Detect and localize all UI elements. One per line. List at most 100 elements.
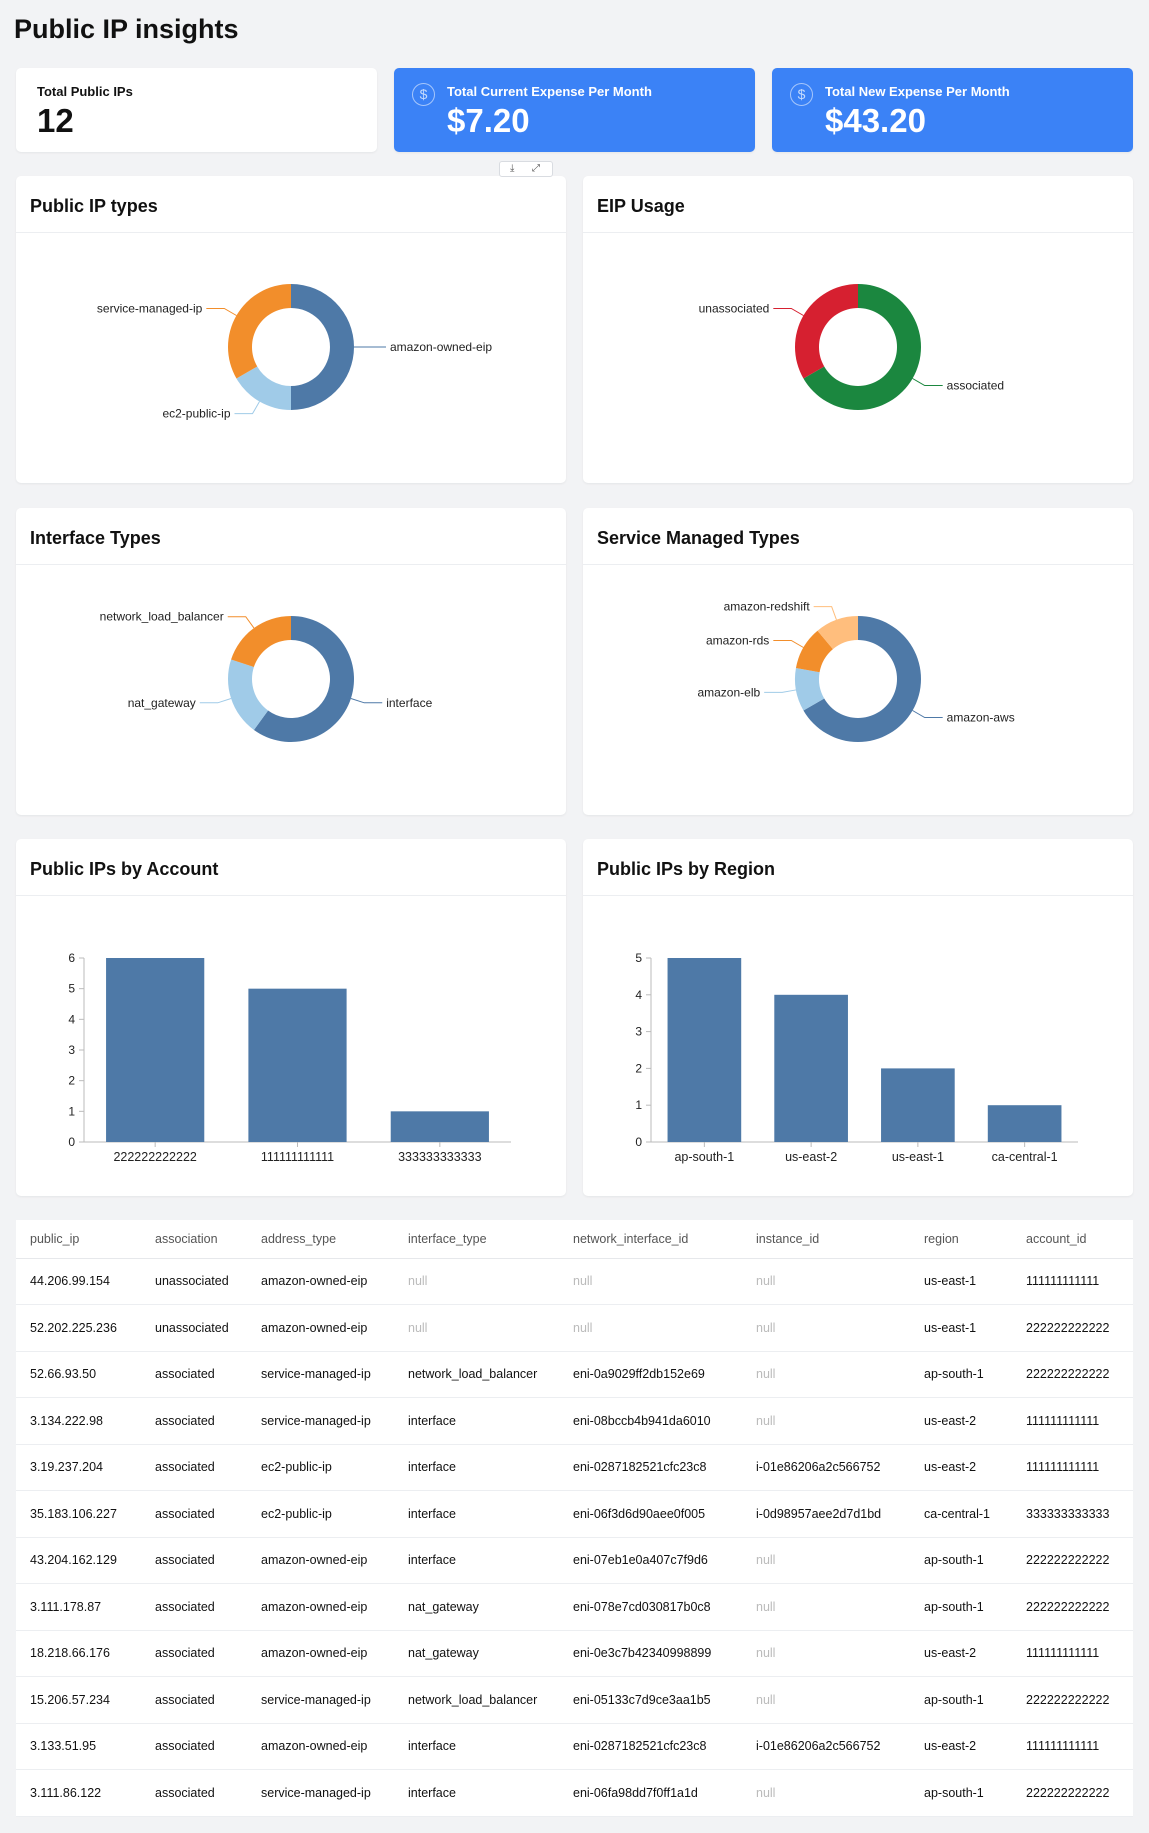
bar-333333333333[interactable] — [390, 1111, 489, 1142]
table-row[interactable]: 52.202.225.236 unassociated amazon-owned-e… — [16, 1304, 1133, 1352]
column-header-region[interactable]: region — [910, 1220, 1012, 1259]
cell-network-interface-id: eni-0287182521cfc23c8 — [559, 1444, 742, 1491]
column-header-public-ip[interactable]: public_ip — [16, 1220, 141, 1259]
table-row[interactable]: 3.134.222.98 associated service-managed-ip… — [16, 1397, 1133, 1445]
cell-region: us-east-2 — [910, 1630, 1012, 1677]
table-row[interactable]: 44.206.99.154 unassociated amazon-owned-ei… — [16, 1258, 1133, 1305]
bar-chart-by-account: 0 1 2 3 4 5 6 222222222222 111111111111 333333333… — [68, 951, 511, 1164]
panel-eip-usage: EIP Usage associated unassociated — [583, 176, 1133, 483]
leader-line-unassociated — [773, 308, 804, 316]
slice-service-managed-ip[interactable] — [227, 284, 291, 379]
currency-icon: $ — [412, 83, 435, 106]
slice-interface[interactable] — [253, 616, 355, 742]
cell-account-id: 111111111111 — [1012, 1723, 1133, 1770]
table-row[interactable]: 15.206.57.234 associated service-managed-i… — [16, 1676, 1133, 1724]
cell-network-interface-id: eni-0287182521cfc23c8 — [559, 1723, 742, 1770]
panel-title: Service Managed Types — [597, 528, 800, 548]
cell-instance-id: null — [742, 1583, 910, 1631]
cell-network-interface-id: eni-078e7cd030817b0c8 — [559, 1583, 742, 1631]
currency-icon: $ — [790, 83, 813, 106]
slice-label-amazon-redshift: amazon-redshift — [724, 600, 811, 614]
cell-network-interface-id: eni-07eb1e0a407c7f9d6 — [559, 1537, 742, 1584]
cell-association: associated — [141, 1537, 247, 1584]
kpi-value: 12 — [37, 102, 74, 139]
cell-public-ip: 43.204.162.129 — [16, 1537, 141, 1584]
cell-address-type: service-managed-ip — [247, 1769, 394, 1817]
panel-title: Public IP types — [30, 196, 158, 216]
cell-network-interface-id: eni-06f3d6d90aee0f005 — [559, 1490, 742, 1538]
bar-us-east-1[interactable] — [881, 1068, 955, 1142]
column-header-address-type[interactable]: address_type — [247, 1220, 394, 1259]
y-tick-label: 0 — [635, 1135, 642, 1149]
slice-ec2-public-ip[interactable] — [236, 366, 291, 411]
slice-associated[interactable] — [803, 284, 921, 410]
divider — [16, 232, 566, 233]
column-header-association[interactable]: association — [141, 1220, 247, 1259]
x-tick-label: us-east-1 — [892, 1150, 944, 1164]
table-row[interactable]: 18.218.66.176 associated amazon-owned-eip n… — [16, 1630, 1133, 1677]
cell-region: ca-central-1 — [910, 1490, 1012, 1538]
slice-amazon-rds[interactable] — [795, 630, 833, 673]
bar-222222222222[interactable] — [106, 958, 205, 1142]
cell-association: associated — [141, 1769, 247, 1817]
slice-amazon-redshift[interactable] — [817, 616, 858, 650]
table-row[interactable]: 52.66.93.50 associated service-managed-ip n… — [16, 1351, 1133, 1398]
cell-account-id: 111111111111 — [1012, 1258, 1133, 1305]
kpi-label: Total Current Expense Per Month — [447, 84, 652, 99]
cell-network-interface-id: null — [559, 1258, 742, 1305]
table-row[interactable]: 3.111.86.122 associated service-managed-ip… — [16, 1769, 1133, 1817]
kpi-label: Total Public IPs — [37, 84, 133, 99]
slice-label-unassociated: unassociated — [699, 302, 770, 316]
cell-account-id: 111111111111 — [1012, 1444, 1133, 1491]
cell-instance-id: null — [742, 1769, 910, 1817]
slice-amazon-elb[interactable] — [795, 668, 825, 711]
slice-amazon-owned-eip[interactable] — [291, 284, 354, 410]
column-header-interface-type[interactable]: interface_type — [394, 1220, 559, 1259]
donut-chart-ip-types: amazon-owned-eip ec2-public-ip service-man… — [97, 284, 492, 421]
slice-label-amazon-elb: amazon-elb — [697, 685, 760, 699]
cell-association: associated — [141, 1490, 247, 1538]
divider — [583, 895, 1133, 896]
slice-network-load-balancer[interactable] — [231, 616, 291, 667]
cell-interface-type: network_load_balancer — [394, 1351, 559, 1398]
column-header-network-interface-id[interactable]: network_interface_id — [559, 1220, 742, 1259]
download-icon[interactable]: ⤓ — [510, 163, 515, 174]
slice-amazon-aws[interactable] — [803, 616, 921, 742]
cell-interface-type: interface — [394, 1397, 559, 1445]
cell-account-id: 222222222222 — [1012, 1351, 1133, 1398]
slice-label-ec2-public-ip: ec2-public-ip — [162, 407, 230, 421]
table-row[interactable]: 3.111.178.87 associated amazon-owned-eip na… — [16, 1583, 1133, 1631]
table-row[interactable]: 43.204.162.129 associated amazon-owned-eip… — [16, 1537, 1133, 1584]
column-header-account-id[interactable]: account_id — [1012, 1220, 1133, 1259]
cell-public-ip: 3.134.222.98 — [16, 1397, 141, 1445]
slice-unassociated[interactable] — [795, 284, 858, 379]
leader-line-amazon-rds — [773, 640, 804, 648]
cell-instance-id: i-01e86206a2c566752 — [742, 1723, 910, 1770]
leader-line-nat-gateway — [199, 697, 232, 704]
bar-ca-central-1[interactable] — [987, 1105, 1062, 1142]
y-tick-label: 0 — [68, 1135, 75, 1149]
table-row[interactable]: 3.133.51.95 associated amazon-owned-eip int… — [16, 1723, 1133, 1770]
table-row[interactable]: 35.183.106.227 associated ec2-public-ip int… — [16, 1490, 1133, 1538]
cell-account-id: 222222222222 — [1012, 1537, 1133, 1584]
bar-us-east-2[interactable] — [774, 994, 848, 1142]
expand-icon[interactable]: ⤢ — [532, 163, 540, 174]
donut-chart-interface-types: interface nat_gateway network_load_balance… — [100, 610, 433, 742]
slice-nat-gateway[interactable] — [228, 659, 269, 730]
cell-association: associated — [141, 1397, 247, 1445]
bar-ap-south-1[interactable] — [667, 958, 742, 1142]
column-header-instance-id[interactable]: instance_id — [742, 1220, 910, 1259]
slice-label-amazon-owned-eip: amazon-owned-eip — [390, 340, 492, 354]
bar-111111111111[interactable] — [248, 988, 347, 1142]
cell-address-type: ec2-public-ip — [247, 1490, 394, 1538]
cell-address-type: amazon-owned-eip — [247, 1537, 394, 1584]
y-tick-label: 2 — [635, 1061, 642, 1075]
x-tick-label: ap-south-1 — [674, 1150, 734, 1164]
leader-line-ec2-public-ip — [234, 401, 260, 415]
leader-line-amazon-redshift — [813, 606, 837, 620]
table-row[interactable]: 3.19.237.204 associated ec2-public-ip inter… — [16, 1444, 1133, 1491]
cell-region: us-east-2 — [910, 1444, 1012, 1491]
cell-network-interface-id: eni-0a9029ff2db152e69 — [559, 1351, 742, 1398]
y-tick-label: 4 — [635, 988, 642, 1002]
cell-region: ap-south-1 — [910, 1351, 1012, 1398]
